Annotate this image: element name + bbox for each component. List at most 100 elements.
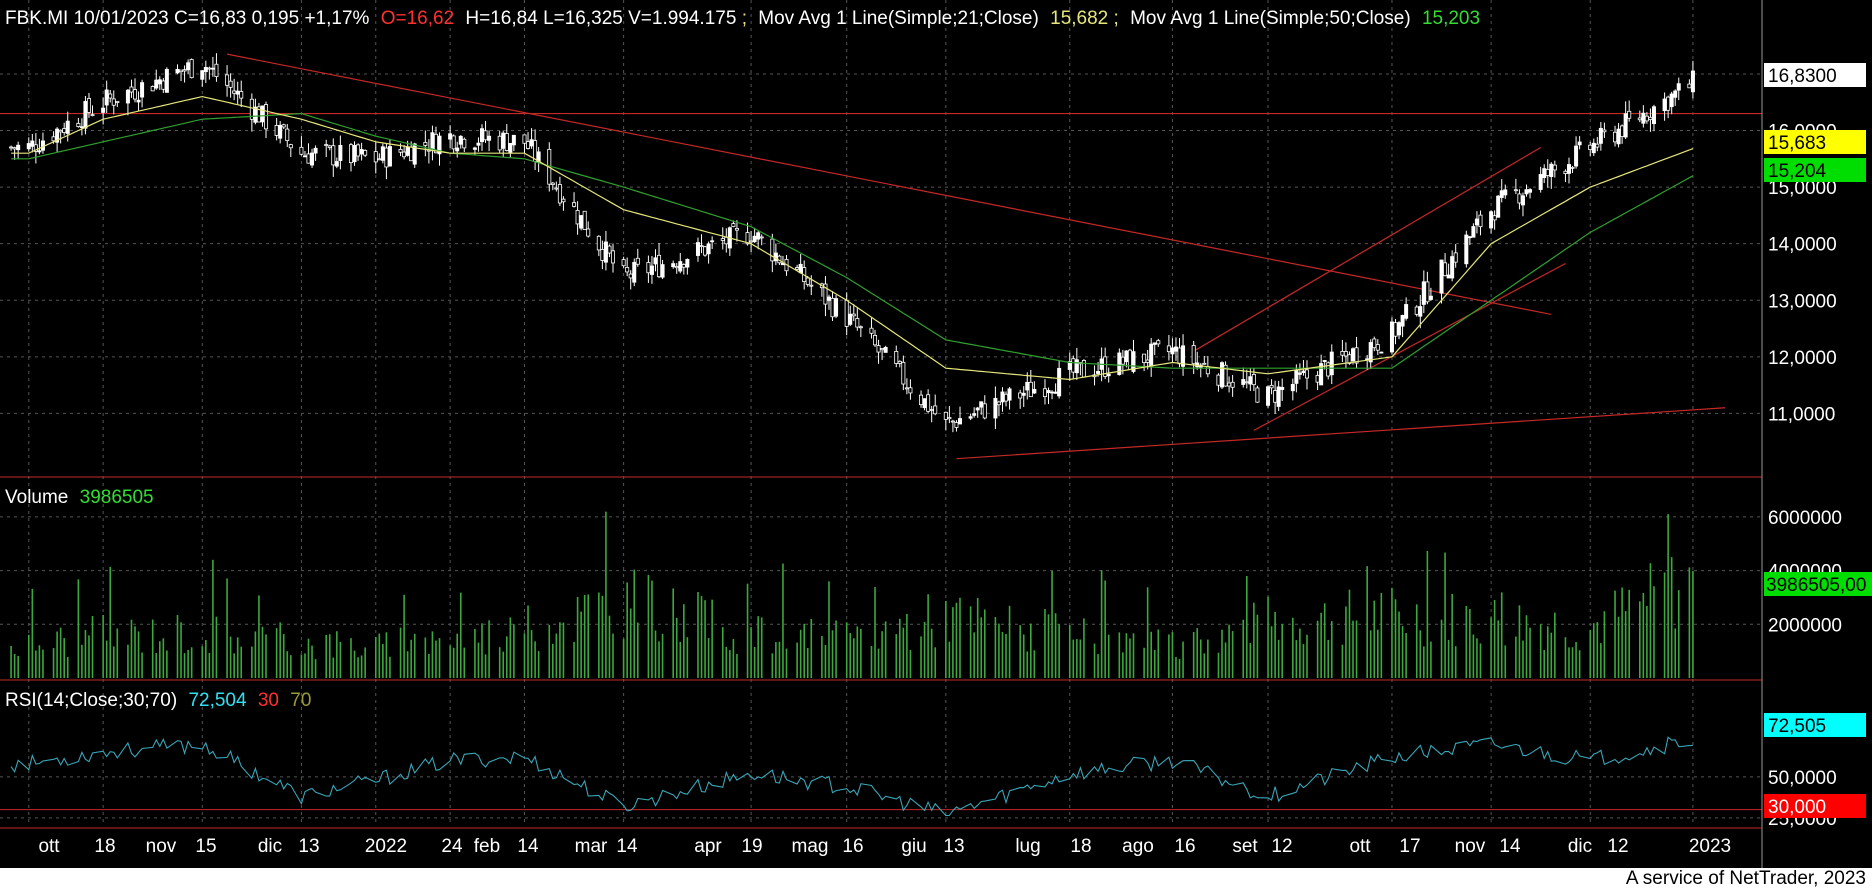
candle-body bbox=[161, 80, 166, 90]
candle-body bbox=[724, 236, 729, 245]
candle-body bbox=[982, 403, 987, 419]
candle-body bbox=[1375, 344, 1380, 351]
candle-body bbox=[1549, 163, 1554, 178]
candle-body bbox=[1404, 304, 1409, 319]
candle-body bbox=[858, 326, 863, 329]
time-axis-label: nov bbox=[1455, 836, 1486, 857]
candle-body bbox=[926, 394, 931, 412]
candle-body bbox=[1329, 351, 1334, 376]
time-axis-label: 2023 bbox=[1689, 836, 1731, 857]
candle-body bbox=[1021, 392, 1026, 396]
candle-body bbox=[377, 158, 382, 161]
candle-body bbox=[239, 91, 244, 99]
price-tick-label: 11,0000 bbox=[1768, 404, 1835, 425]
candle-body bbox=[1421, 281, 1426, 305]
candle-body bbox=[1018, 392, 1023, 399]
candle-body bbox=[968, 416, 973, 419]
time-axis-label: ott bbox=[1349, 836, 1371, 857]
candle-body bbox=[1478, 214, 1483, 228]
candle-body bbox=[873, 334, 878, 346]
time-axis-label: nov bbox=[146, 836, 177, 857]
candle-body bbox=[1131, 351, 1136, 372]
candle-body bbox=[1074, 359, 1079, 374]
candle-body bbox=[734, 227, 739, 231]
candle-body bbox=[695, 242, 700, 256]
time-axis-label: ago bbox=[1122, 836, 1154, 857]
candle-body bbox=[423, 142, 428, 146]
candle-body bbox=[1563, 170, 1568, 175]
ma50-box-label: 15,204 bbox=[1768, 161, 1827, 182]
candle-body bbox=[1687, 83, 1692, 89]
candle-body bbox=[579, 215, 584, 229]
candle-body bbox=[1004, 393, 1009, 402]
candle-body bbox=[380, 146, 385, 161]
rsi-box-bg bbox=[1764, 713, 1866, 737]
channel-lower-line bbox=[1253, 262, 1566, 431]
header-sep2: ; bbox=[1114, 8, 1119, 29]
ma50-line bbox=[11, 112, 1694, 369]
candle-body bbox=[894, 351, 899, 364]
candle-body bbox=[30, 140, 35, 147]
ma21-value-box: 15,683 bbox=[1764, 130, 1866, 154]
candle-body bbox=[1499, 190, 1504, 198]
candle-body bbox=[649, 265, 654, 275]
time-axis-label: apr bbox=[694, 836, 722, 857]
candle-body bbox=[352, 145, 357, 163]
candle-body bbox=[635, 257, 640, 265]
candle-body bbox=[996, 401, 1001, 406]
candle-body bbox=[58, 129, 63, 133]
candle-body bbox=[752, 235, 757, 243]
candle-body bbox=[1096, 370, 1101, 374]
candle-body bbox=[883, 346, 888, 353]
candle-body bbox=[1496, 195, 1501, 218]
rsi-tick-label: 50,0000 bbox=[1768, 768, 1837, 789]
candle-body bbox=[1542, 168, 1547, 178]
candle-body bbox=[164, 68, 169, 93]
candle-body bbox=[501, 132, 506, 149]
candle-body bbox=[210, 67, 215, 70]
header-open: O=16,62 bbox=[381, 8, 454, 29]
candle-body bbox=[1400, 314, 1405, 327]
moving-average-lines bbox=[11, 95, 1694, 381]
candle-body bbox=[200, 70, 205, 80]
candle-body bbox=[848, 313, 853, 325]
rsi-box-label: 72,505 bbox=[1768, 716, 1826, 737]
candle-body bbox=[1241, 379, 1246, 385]
candle-body bbox=[179, 69, 184, 73]
rsi-header-label: RSI(14;Close;30;70) bbox=[5, 690, 177, 711]
candle-body bbox=[1202, 362, 1207, 365]
candle-body bbox=[950, 420, 955, 423]
rsi-low-box-bg bbox=[1764, 794, 1866, 818]
candle-body bbox=[1428, 295, 1433, 300]
candle-body bbox=[1588, 144, 1593, 151]
candle-body bbox=[1379, 351, 1384, 354]
candle-body bbox=[1623, 113, 1628, 138]
last-price-box: 16,8300 bbox=[1764, 63, 1866, 87]
candle-body bbox=[582, 210, 587, 230]
candle-body bbox=[1372, 338, 1377, 349]
time-axis-label: 24 bbox=[441, 836, 463, 857]
candle-body bbox=[125, 89, 130, 104]
time-axis-label: 2022 bbox=[365, 836, 407, 857]
candle-body bbox=[1393, 322, 1398, 337]
candle-body bbox=[331, 145, 336, 166]
candle-body bbox=[1574, 145, 1579, 167]
header-sep1: ; bbox=[742, 8, 747, 29]
channel-upper-line bbox=[1193, 146, 1541, 352]
candle-body bbox=[37, 150, 42, 153]
candle-body bbox=[1170, 347, 1175, 355]
grid-lines bbox=[0, 0, 1762, 826]
candle-body bbox=[720, 238, 725, 241]
candle-body bbox=[458, 135, 463, 145]
candle-body bbox=[526, 141, 531, 149]
rsi-header-high: 70 bbox=[290, 690, 311, 711]
candle-body bbox=[1651, 106, 1656, 125]
candle-body bbox=[1301, 370, 1306, 373]
candle-body bbox=[1255, 387, 1260, 403]
candle-body bbox=[409, 146, 414, 162]
candle-body bbox=[826, 296, 831, 301]
candle-body bbox=[1524, 189, 1529, 195]
price-tick-label: 12,0000 bbox=[1768, 348, 1837, 369]
candle-body bbox=[1297, 372, 1302, 375]
candle-body bbox=[1000, 391, 1005, 403]
